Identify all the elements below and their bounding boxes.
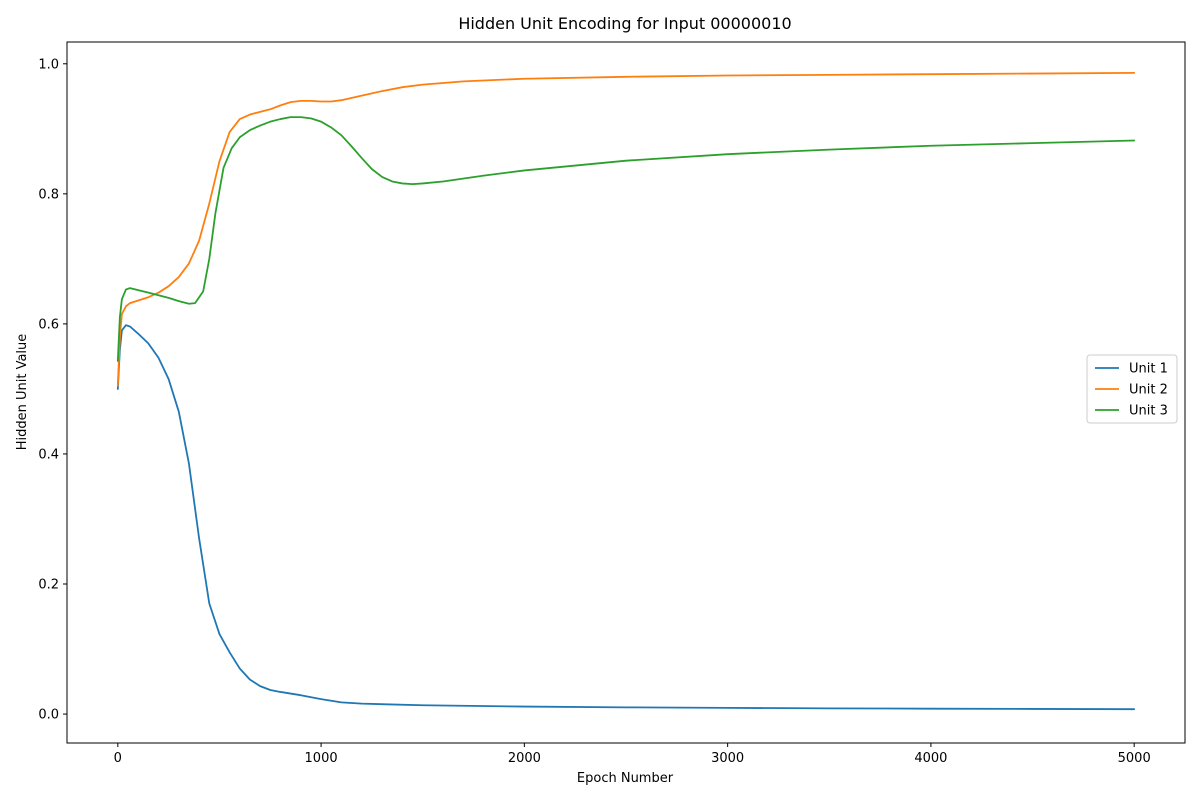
x-tick-label: 3000 [711, 751, 744, 766]
chart-title: Hidden Unit Encoding for Input 00000010 [458, 14, 791, 33]
y-tick-label: 1.0 [38, 57, 59, 72]
x-tick-label: 1000 [305, 751, 338, 766]
y-tick-label: 0.0 [38, 708, 59, 723]
x-tick-label: 0 [114, 751, 122, 766]
plot-frame [66, 41, 1186, 744]
y-tick-label: 0.4 [38, 447, 59, 462]
y-axis-label: Hidden Unit Value [15, 334, 30, 451]
x-tick-label: 5000 [1118, 751, 1151, 766]
x-tick-label: 2000 [508, 751, 541, 766]
series-line-unit-1 [116, 324, 1136, 711]
series-line-unit-3 [116, 116, 1136, 362]
series-lines [116, 71, 1136, 711]
series-line-unit-2 [116, 71, 1136, 387]
y-tick-label: 0.8 [38, 187, 59, 202]
legend-label: Unit 1 [1129, 362, 1168, 377]
y-tick-label: 0.2 [38, 578, 59, 593]
legend-label: Unit 3 [1129, 404, 1168, 419]
legend: Unit 1 Unit 2 Unit 3 [1086, 354, 1178, 424]
legend-box [1086, 354, 1178, 424]
x-axis-ticks: 0 1000 2000 3000 4000 5000 [114, 743, 1151, 766]
x-axis-label: Epoch Number [577, 771, 674, 786]
y-axis-ticks: 0.0 0.2 0.4 0.6 0.8 1.0 [38, 57, 67, 723]
legend-label: Unit 2 [1129, 383, 1168, 398]
x-tick-label: 4000 [914, 751, 947, 766]
y-tick-label: 0.6 [38, 317, 59, 332]
